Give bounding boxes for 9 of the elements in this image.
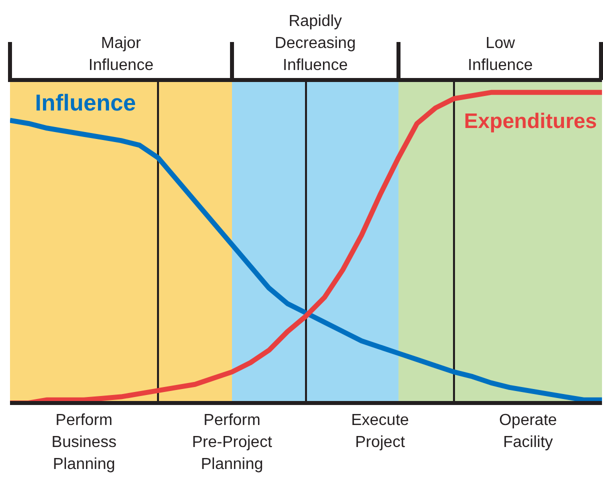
x-tick-label: Execute Project — [351, 412, 410, 451]
series-label: Expenditures — [464, 110, 597, 133]
series-label: Influence — [35, 89, 136, 116]
text: Rapidly Decreasing Influence — [274, 13, 356, 74]
x-tick-label: Operate Facility — [499, 412, 558, 451]
x-tick-label: Perform Business Planning — [52, 412, 116, 473]
x-tick-label: Perform Pre-Project Planning — [192, 412, 273, 473]
text: Low Influence — [468, 35, 533, 74]
text: Major Influence — [88, 35, 154, 74]
